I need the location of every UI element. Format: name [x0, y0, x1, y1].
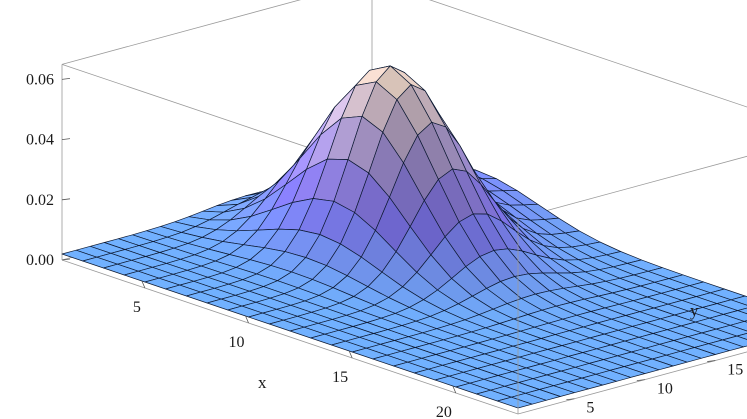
y-tick	[566, 398, 575, 401]
x-axis: 5 10 15 20	[133, 280, 457, 419]
surface-cell	[737, 307, 747, 315]
y-tick-label: 5	[586, 400, 594, 417]
surface-cell	[496, 396, 533, 409]
box-edge	[61, 0, 302, 65]
x-tick-label: 15	[332, 369, 348, 386]
y-tick	[707, 360, 716, 362]
surface-mesh	[61, 65, 747, 409]
z-tick-label: 0.00	[26, 252, 54, 269]
z-tick-label: 0.04	[26, 132, 54, 149]
box-edge	[428, 0, 747, 108]
box-edge	[61, 259, 519, 415]
surface-cell	[736, 332, 747, 340]
z-tick-label: 0.06	[26, 71, 54, 88]
x-tick-label: 5	[133, 299, 141, 316]
x-tick-label: 10	[229, 334, 245, 351]
x-tick	[452, 385, 457, 394]
bounding-box-front	[61, 218, 747, 415]
z-tick	[61, 258, 71, 261]
x-axis-label: x	[258, 373, 267, 392]
y-tick-label: 10	[657, 381, 673, 398]
x-tick	[141, 280, 146, 289]
z-axis: 0.00 0.02 0.04 0.06	[26, 71, 71, 269]
y-tick	[636, 379, 645, 382]
z-tick	[61, 138, 71, 140]
box-edge	[517, 155, 747, 219]
x-tick	[348, 350, 353, 359]
z-tick-label: 0.02	[26, 192, 54, 209]
x-tick	[245, 315, 249, 324]
y-tick-label: 15	[727, 362, 743, 379]
x-tick-label: 20	[436, 404, 452, 419]
z-tick	[61, 198, 71, 201]
box-edge	[517, 351, 747, 415]
z-tick	[61, 78, 71, 80]
y-axis-label: y	[690, 301, 699, 320]
